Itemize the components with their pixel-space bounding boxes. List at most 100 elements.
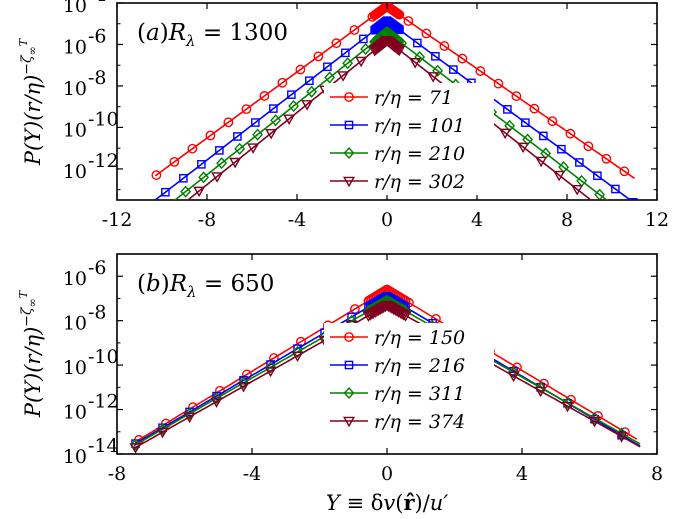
x-tick-label: 0 — [381, 463, 393, 485]
data-point-b-3 — [291, 351, 304, 362]
data-point-b-3 — [129, 443, 142, 454]
data-point-a-1 — [287, 90, 296, 99]
data-point-b-2 — [589, 412, 601, 425]
legend-marker — [343, 386, 355, 400]
legend-b: r/η = 150 r/η = 216 r/η = 311 r/η = 374 — [324, 323, 494, 435]
data-point-a-3 — [409, 58, 422, 69]
data-point-a-0 — [259, 91, 270, 101]
data-point-a-3 — [211, 172, 224, 183]
data-point-a-2 — [360, 42, 372, 56]
data-point-a-0 — [349, 25, 360, 35]
data-point-b-3 — [264, 366, 277, 378]
data-point-a-0 — [331, 38, 342, 49]
y-tick-label: 10 — [63, 313, 87, 335]
data-point-a-2 — [288, 99, 300, 113]
x-axis-label-b: Y ≡ δv(r̂)/u′ — [326, 490, 448, 515]
data-point-a-0 — [547, 116, 558, 127]
y-tick-label: 10 — [63, 119, 87, 141]
x-tick-label: 8 — [561, 209, 573, 231]
x-tick-label: -8 — [198, 209, 217, 231]
data-point-a-0 — [205, 130, 216, 141]
data-point-a-0 — [619, 166, 630, 177]
data-point-a-0 — [583, 141, 594, 152]
legend-label: r/η = 210 — [374, 143, 465, 165]
x-tick-label: -8 — [108, 463, 127, 485]
legend-marker — [343, 146, 355, 160]
legend-marker — [344, 92, 354, 102]
data-point-a-1 — [161, 187, 170, 197]
y-axis-label-a: P(Y)(r/η)−ζ∞T — [17, 37, 45, 166]
legend-label: r/η = 311 — [374, 383, 465, 405]
data-point-a-0 — [529, 103, 540, 114]
data-point-a-3 — [229, 157, 242, 169]
data-point-a-3 — [247, 143, 260, 154]
x-tick-label: -4 — [288, 209, 307, 231]
data-point-a-1 — [449, 65, 458, 74]
data-point-a-3 — [176, 202, 186, 210]
legend-marker — [344, 332, 354, 342]
data-point-b-2 — [184, 407, 196, 420]
data-point-a-3 — [193, 186, 206, 198]
data-point-a-0 — [295, 64, 306, 75]
data-point-a-0 — [511, 91, 522, 102]
data-point-a-1 — [305, 76, 314, 86]
data-point-a-1 — [593, 171, 602, 181]
data-point-a-0 — [565, 128, 576, 139]
data-point-a-3 — [265, 128, 278, 140]
data-point-a-2 — [342, 57, 354, 70]
legend-background — [324, 323, 494, 435]
data-point-a-1 — [393, 24, 403, 34]
legend-label: r/η = 374 — [374, 411, 465, 433]
data-point-a-1 — [233, 132, 242, 141]
y-tick-exponent: -4 — [88, 0, 107, 6]
data-point-a-1 — [251, 118, 260, 127]
y-tick-label: 10 — [63, 0, 87, 17]
y-tick-exponent: -10 — [88, 346, 119, 368]
data-point-a-2 — [252, 128, 264, 141]
data-point-b-2 — [535, 381, 547, 394]
data-point-a-1 — [215, 146, 224, 155]
legend-label: r/η = 101 — [374, 115, 465, 137]
y-tick-exponent: -12 — [88, 391, 119, 413]
data-point-a-3 — [283, 114, 296, 126]
data-point-a-1 — [431, 51, 440, 61]
x-tick-label: -4 — [243, 463, 262, 485]
data-point-a-3 — [535, 156, 548, 168]
data-point-b-3 — [210, 397, 223, 408]
data-point-b-3 — [237, 382, 250, 393]
y-tick-exponent: -6 — [88, 25, 107, 47]
data-point-a-1 — [629, 197, 638, 200]
data-point-a-2 — [306, 85, 318, 98]
data-point-a-2 — [234, 142, 246, 155]
data-point-a-1 — [575, 158, 584, 167]
data-point-b-3 — [399, 311, 412, 322]
legend-marker — [344, 120, 354, 130]
y-tick-exponent: -12 — [88, 150, 119, 172]
data-point-a-3 — [571, 184, 584, 196]
data-point-b-3 — [396, 309, 409, 320]
y-tick-label: 10 — [63, 36, 87, 58]
data-point-a-3 — [589, 199, 602, 200]
data-point-a-2 — [198, 171, 210, 184]
data-point-a-2 — [180, 185, 192, 198]
y-tick-label: 10 — [63, 357, 87, 379]
data-point-a-0 — [313, 51, 324, 62]
data-point-a-2 — [414, 50, 426, 64]
y-tick-exponent: -10 — [88, 108, 119, 130]
legend-a: r/η = 71 r/η = 101 r/η = 210 r/η = 302 — [324, 83, 494, 195]
data-point-b-3 — [534, 386, 547, 398]
data-point-a-0 — [187, 143, 198, 154]
data-point-a-1 — [539, 131, 548, 141]
data-point-a-0 — [151, 170, 162, 180]
data-point-a-0 — [241, 104, 252, 115]
data-point-a-2 — [167, 199, 168, 200]
legend-label: r/η = 302 — [374, 171, 465, 193]
data-point-a-1 — [392, 23, 402, 33]
y-axis-label-b: P(Y)(r/η)−ζ∞T — [17, 289, 45, 418]
data-point-a-1 — [341, 48, 350, 58]
y-tick-exponent: -6 — [88, 257, 107, 279]
data-point-b-3 — [156, 427, 169, 439]
